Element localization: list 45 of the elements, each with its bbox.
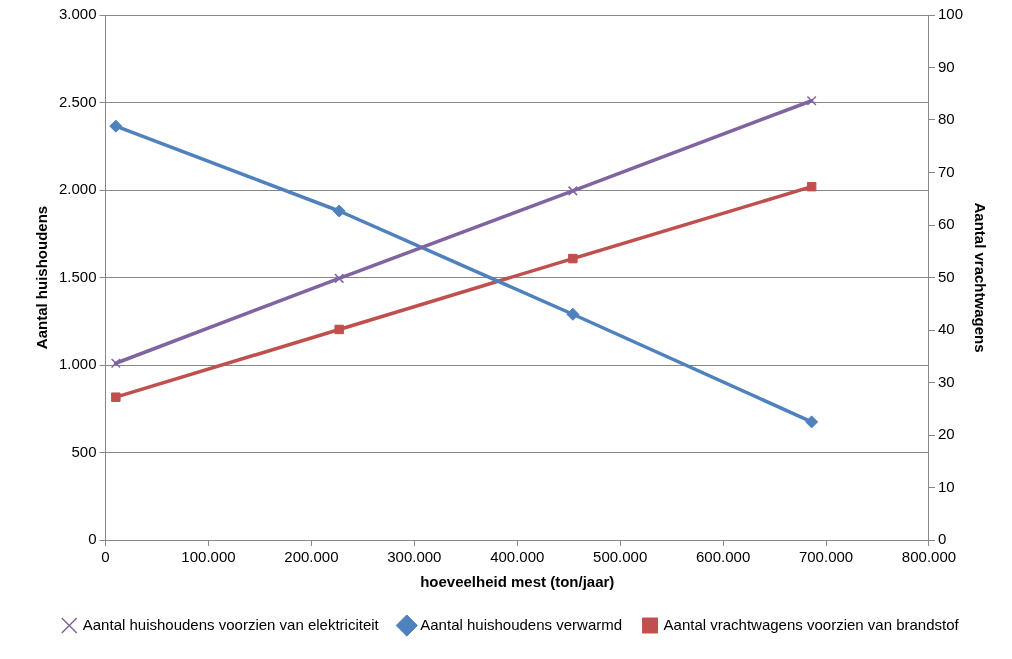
point	[109, 119, 123, 133]
y-tick-label: 500	[71, 442, 97, 460]
point	[568, 253, 578, 264]
x-tick-label: 200.000	[284, 548, 339, 566]
y2-tick-label: 70	[937, 162, 955, 180]
y-tick-label: 2.500	[58, 92, 97, 110]
x-tick-label: 700.000	[798, 548, 854, 566]
y2-tick-label: 30	[937, 372, 955, 390]
x-tick-label: 800.000	[901, 548, 957, 566]
y2-tick-label: 40	[937, 320, 955, 338]
y-tick-label: 3.000	[58, 5, 97, 23]
legend-label: Aantal huishoudens verwarmd	[420, 615, 623, 633]
y2-tick-label: 0	[937, 530, 947, 548]
legend-label: Aantal huishoudens voorzien van elektriciteit	[82, 615, 380, 633]
point	[567, 185, 578, 196]
y-axis-title: Aantal huishoudens	[33, 205, 51, 350]
legend-label: Aantal vrachtwagens voorzien van brandstof	[663, 615, 960, 633]
y2-axis-title: Aantal vrachtwagens	[971, 202, 989, 353]
y2-tick-label: 100	[937, 5, 963, 23]
x-tick-label: 500.000	[593, 548, 648, 566]
point	[111, 392, 121, 402]
y2-tick-label: 80	[937, 110, 955, 128]
point	[805, 415, 819, 429]
point	[806, 181, 817, 192]
x-tick-label: 300.000	[387, 548, 442, 566]
y2-tick-label: 20	[937, 425, 955, 443]
y2-tick-label: 10	[937, 477, 955, 495]
x-tick-label: 600.000	[696, 548, 751, 566]
y2-tick-label: 50	[937, 267, 955, 285]
point	[332, 204, 346, 218]
point	[566, 307, 580, 321]
y-tick-label: 0	[88, 530, 97, 548]
x-axis-title: hoeveelheid mest (ton/jaar)	[420, 573, 615, 591]
x-tick-label: 100.000	[181, 548, 236, 566]
y2-tick-label: 90	[937, 57, 955, 75]
point	[334, 273, 345, 284]
point	[806, 95, 817, 106]
point	[334, 324, 344, 335]
y-tick-label: 1.000	[58, 355, 97, 373]
y-tick-label: 1.500	[58, 267, 97, 285]
y2-tick-label: 60	[937, 215, 955, 233]
x-tick-label: 400.000	[490, 548, 545, 566]
point	[110, 358, 121, 369]
y-tick-label: 2.000	[58, 180, 97, 198]
x-tick-label: 0	[101, 548, 110, 566]
